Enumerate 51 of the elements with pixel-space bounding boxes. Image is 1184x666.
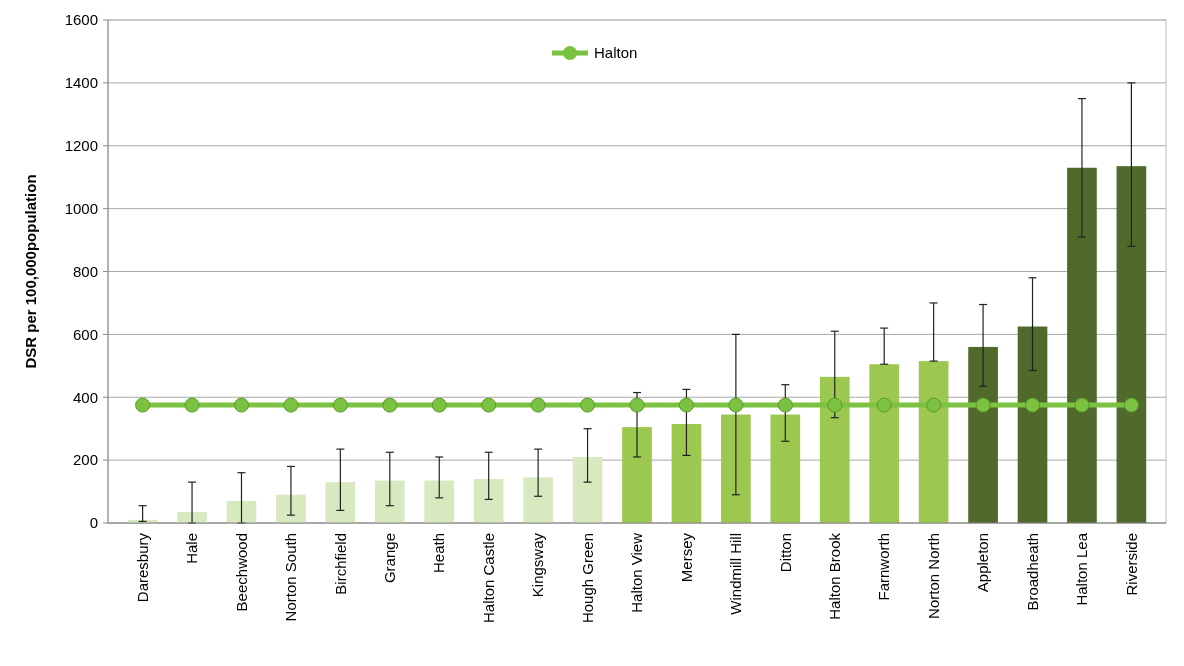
x-tick-label: Beechwood [232,533,250,612]
x-tick-label: Hale [183,533,201,564]
y-tick-label: 1000 [64,199,98,217]
x-tick-label: Kingsway [529,532,547,598]
y-axis-title: DSR per 100,000population [22,174,39,369]
x-tick-label: Ditton [776,533,794,573]
bar [276,494,306,523]
x-tick-label: Appleton [974,533,992,593]
bar [1017,326,1048,523]
bar [325,482,356,523]
bar [572,456,603,523]
y-tick-label: 1200 [64,137,98,154]
y-tick-label: 1400 [64,74,98,92]
bar [424,480,455,523]
y-tick-label: 400 [72,388,98,406]
legend-label: Halton [594,44,638,62]
bar [1116,166,1147,523]
x-tick-label: Mersey [677,532,695,583]
x-tick-label: Riverside [1122,533,1140,596]
x-tick-label: Hough Green [578,533,596,624]
bar [226,500,257,523]
bar [523,477,553,523]
x-tick-label: Farnworth [875,533,893,601]
bar [968,346,998,523]
y-tick-label: 0 [89,514,98,532]
x-tick-label: Grange [381,533,399,584]
x-tick-label: Norton North [924,533,942,619]
x-tick-label: Daresbury [133,532,151,603]
bar [819,376,850,523]
y-tick-label: 200 [72,451,98,469]
bar [473,478,504,523]
x-tick-label: Norton South [282,533,300,622]
bar [721,414,751,523]
x-tick-label: Windmill Hill [727,533,745,615]
x-tick-label: Halton Lea [1073,532,1091,606]
bar [622,427,652,523]
x-tick-label: Broadheath [1023,533,1041,611]
x-tick-label: Halton Brook [826,532,844,620]
y-tick-label: 600 [72,325,98,343]
bar [374,480,405,523]
bar [869,364,900,523]
x-tick-label: Birchfield [331,533,349,595]
x-tick-label: Heath [430,533,448,574]
x-tick-label: Halton Castle [479,533,497,624]
bar [918,361,949,523]
bar [671,423,702,523]
bar [1067,167,1097,523]
bar [770,414,801,523]
x-tick-label: Halton View [628,532,646,613]
y-tick-label: 1600 [64,11,98,29]
y-tick-label: 800 [72,262,98,280]
